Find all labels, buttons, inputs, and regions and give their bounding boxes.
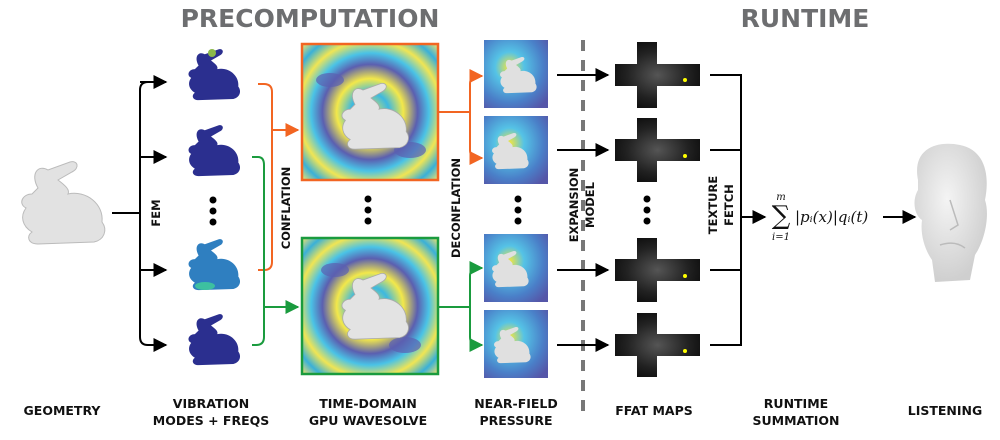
stage-label-nearfield-2: PRESSURE: [479, 413, 552, 428]
mode-bunny-2: [188, 125, 241, 177]
conflation-label: CONFLATION: [279, 167, 293, 250]
formula-upper: m: [776, 192, 785, 203]
ffat-maps: [615, 42, 700, 377]
ffat-map-2: [615, 118, 700, 182]
wavesolve-panel-green: [300, 236, 440, 376]
expansion-arrows: [557, 68, 610, 352]
stage-label-runtime-1: RUNTIME: [764, 396, 828, 411]
ellipsis-dots-icon: [209, 196, 217, 226]
mode-bunny-1: [188, 49, 241, 101]
phase-title-precomputation: PRECOMPUTATION: [181, 4, 440, 33]
mode-bunny-4: [188, 314, 241, 366]
near-field-panel-1: [484, 40, 548, 108]
vibration-mode-bunnies: [188, 49, 241, 366]
formula-sum: ∑: [772, 201, 791, 231]
near-field-panels: [484, 40, 548, 378]
conflation-lines: [252, 83, 300, 346]
stage-label-nearfield-1: NEAR-FIELD: [474, 396, 558, 411]
ellipsis-dots-icon: [364, 195, 372, 225]
stage-label-vibration-2: MODES + FREQS: [153, 413, 270, 428]
ffat-map-1: [615, 42, 700, 108]
expansion-label-line2: MODEL: [583, 181, 597, 228]
ellipsis-dots-icon: [514, 195, 522, 225]
phase-title-runtime: RUNTIME: [741, 4, 870, 33]
fem-label: FEM: [149, 199, 163, 226]
expansion-label-line1: EXPANSION: [567, 168, 581, 243]
ellipsis-dots-icon: [643, 195, 651, 225]
formula-lower: i=1: [772, 232, 790, 243]
wavesolve-panel-orange: [300, 42, 440, 182]
near-field-panel-3: [484, 234, 548, 302]
texture-label-line1: TEXTURE: [706, 176, 720, 235]
stage-label-wavesolve-2: GPU WAVESOLVE: [309, 413, 427, 428]
near-field-panel-4: [484, 310, 548, 378]
near-field-panel-2: [484, 116, 548, 184]
deconflation-lines: [438, 69, 484, 352]
listener-head-image: [914, 143, 987, 282]
summation-formula: m ∑ i=1 |pᵢ(x)|qᵢ(t): [772, 192, 869, 243]
formula-body: |pᵢ(x)|qᵢ(t): [795, 208, 868, 226]
stage-label-runtime-2: SUMMATION: [753, 413, 840, 428]
stage-label-wavesolve-1: TIME-DOMAIN: [319, 396, 417, 411]
ffat-map-3: [615, 238, 700, 302]
geometry-bunny-image: [21, 161, 106, 245]
texture-fetch-lines: [710, 74, 767, 346]
mode-bunny-3: [188, 239, 241, 291]
stage-label-geometry: GEOMETRY: [24, 403, 102, 418]
stage-label-ffat: FFAT MAPS: [615, 403, 693, 418]
stage-label-vibration-1: VIBRATION: [173, 396, 249, 411]
fem-branch-lines: [112, 75, 168, 352]
stage-labels: GEOMETRY VIBRATION MODES + FREQS TIME-DO…: [24, 396, 983, 428]
texture-label-line2: FETCH: [722, 184, 736, 226]
ffat-map-4: [615, 313, 700, 377]
deconflation-label: DECONFLATION: [449, 158, 463, 258]
stage-label-listening: LISTENING: [908, 403, 983, 418]
